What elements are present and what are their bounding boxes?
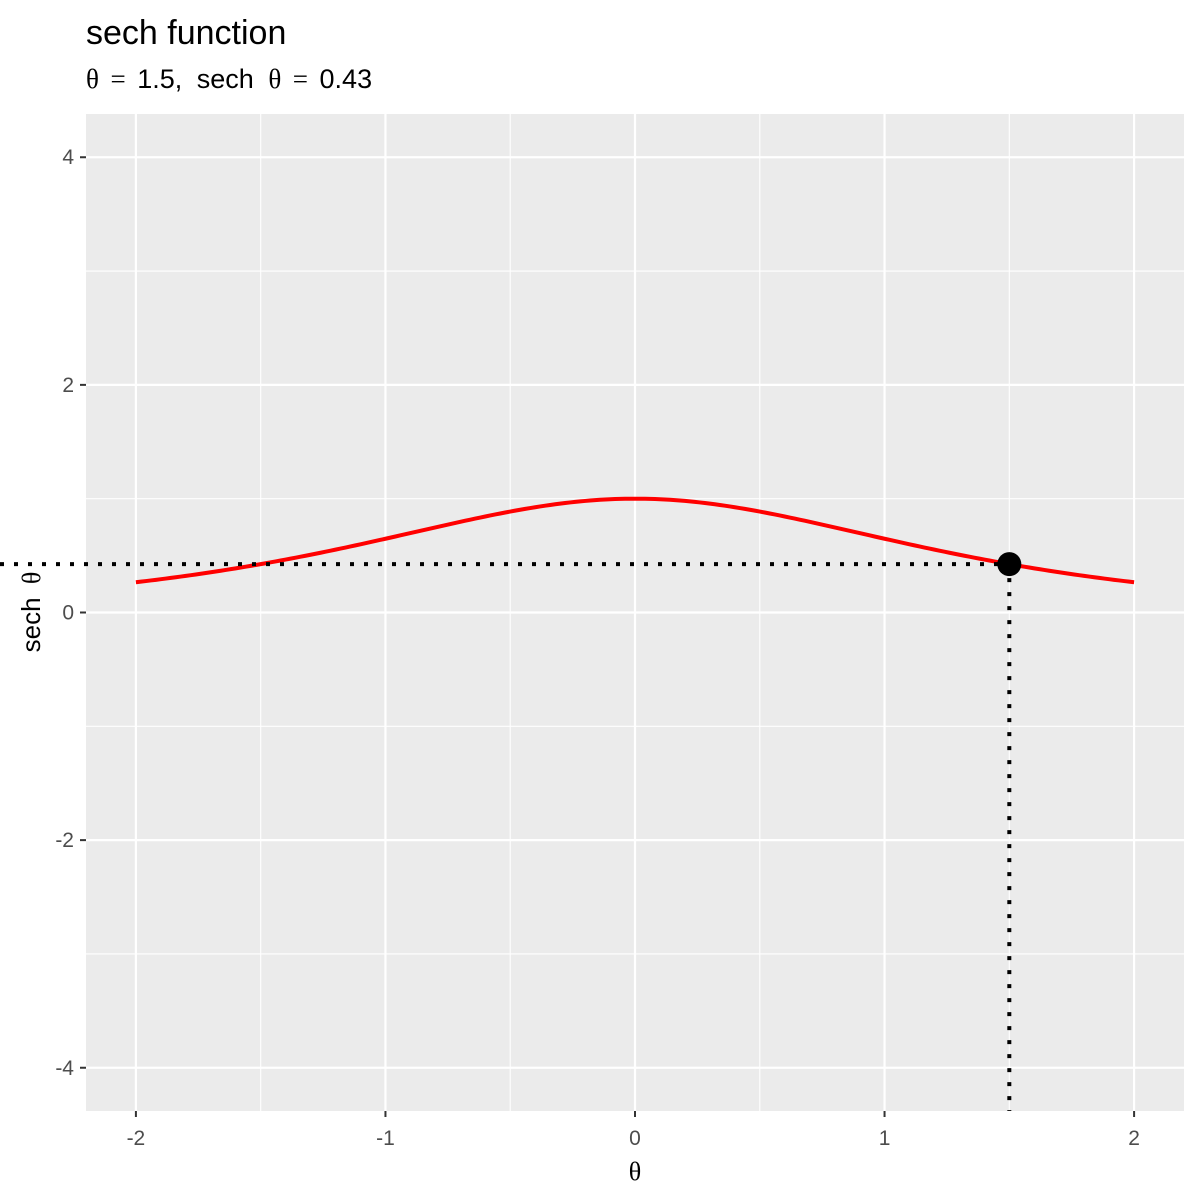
y-axis: -4 -2 0 2 4: [55, 146, 86, 1080]
subtitle-equals-2: =: [293, 64, 308, 94]
highlight-point: [997, 552, 1022, 577]
subtitle-sech-value: 0.43: [320, 64, 373, 94]
chart-subtitle: θ = 1.5, sech θ = 0.43: [86, 64, 372, 94]
y-tick-label: 2: [62, 374, 74, 397]
x-axis-title: θ: [629, 1157, 641, 1186]
y-tick-label: -4: [55, 1057, 74, 1080]
subtitle-theta-symbol-2: θ: [268, 64, 281, 94]
y-tick-label: 4: [62, 146, 74, 169]
subtitle-sech-label: sech: [197, 64, 254, 94]
y-tick-label: -2: [55, 829, 74, 852]
x-axis: -2 -1 0 1 2: [127, 1111, 1140, 1150]
x-tick-label: -1: [376, 1127, 395, 1150]
y-tick-label: 0: [62, 602, 74, 625]
y-axis-title-text: sech: [16, 597, 46, 652]
y-axis-title-theta: θ: [17, 572, 46, 584]
x-tick-label: 1: [879, 1127, 891, 1150]
y-axis-title: sech θ: [16, 572, 46, 653]
x-tick-label: -2: [127, 1127, 146, 1150]
grid-major: [86, 114, 1184, 1111]
guide-lines: [0, 562, 1012, 1111]
sech-curve-line: [135, 496, 1135, 585]
x-tick-label: 2: [1128, 1127, 1140, 1150]
subtitle-theta-symbol: θ: [86, 64, 99, 94]
subtitle-equals-1: =: [110, 64, 125, 94]
chart-title: sech function: [86, 14, 286, 52]
x-tick-label: 0: [629, 1127, 641, 1150]
subtitle-theta-value: 1.5,: [137, 64, 182, 94]
